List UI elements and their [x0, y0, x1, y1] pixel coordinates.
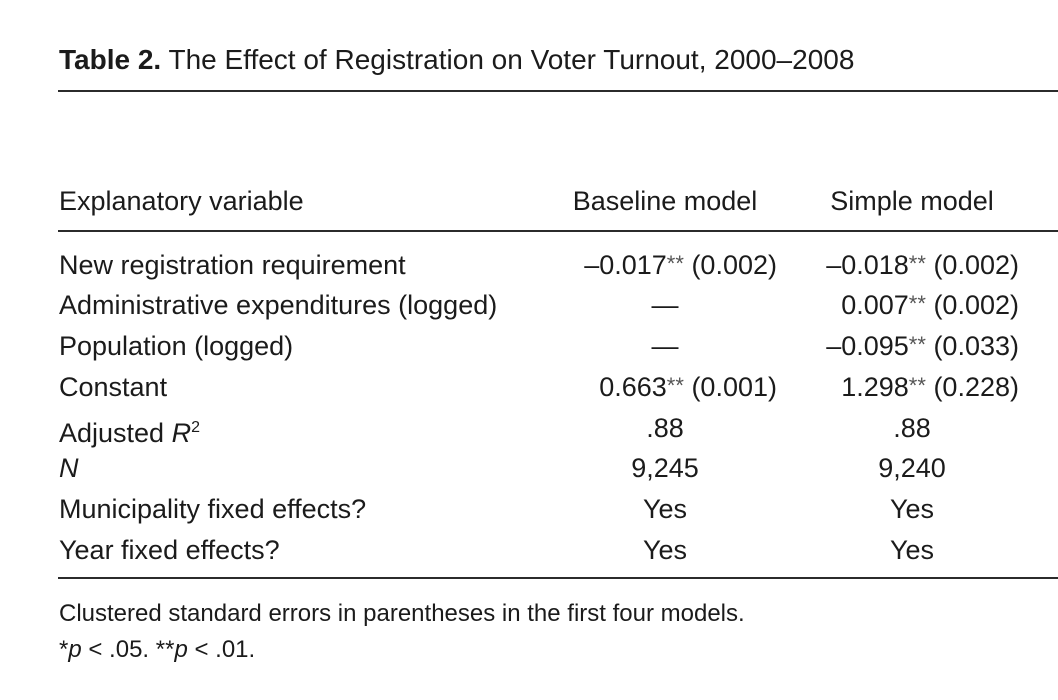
note-p-symbol-1: p: [68, 636, 82, 663]
table-cell: 9,245: [631, 453, 699, 483]
row-label-superscript: 2: [191, 419, 200, 436]
table-cell: Yes: [889, 494, 935, 524]
note-star-2: **: [155, 636, 175, 663]
table-cell: Yes: [889, 535, 935, 565]
std-error: (0.002): [933, 250, 1019, 280]
table-cell: Yes: [642, 494, 688, 524]
table-cell: 0.007** (0.002): [797, 285, 1019, 327]
significance-stars: **: [908, 373, 926, 398]
table-cell: Yes: [642, 535, 688, 565]
significance-stars: **: [908, 251, 926, 276]
table-cell: 1.298** (0.228): [797, 367, 1019, 409]
row-label-italic: R: [171, 418, 192, 448]
table-caption: The Effect of Registration on Voter Turn…: [168, 44, 855, 75]
std-error: (0.228): [933, 372, 1019, 402]
table-cell: –0.095** (0.033): [797, 326, 1019, 368]
row-label: N: [59, 453, 79, 483]
header-simple-model: Simple model: [830, 186, 994, 216]
row-label-text: Adjusted: [59, 418, 172, 448]
table-cell: 9,240: [878, 453, 946, 483]
header-baseline-model: Baseline model: [572, 186, 758, 216]
top-rule: [58, 90, 1058, 92]
note-threshold-2: < .01.: [187, 636, 256, 663]
significance-stars: **: [908, 291, 926, 316]
std-error: (0.033): [933, 331, 1019, 361]
row-label: Population (logged): [59, 331, 294, 361]
row-label: Administrative expenditures (logged): [59, 290, 498, 320]
note-p-symbol-2: p: [174, 636, 188, 663]
table-cell: –0.017** (0.002): [555, 245, 777, 287]
note-threshold-1: < .05.: [81, 636, 156, 663]
table-cell: —: [651, 290, 679, 320]
significance-stars: **: [666, 373, 684, 398]
bottom-rule: [58, 577, 1058, 579]
coef-value: 0.663: [599, 372, 667, 402]
coef-value: 1.298: [841, 372, 909, 402]
coef-value: –0.018: [826, 250, 909, 280]
header-explanatory-variable: Explanatory variable: [59, 186, 304, 216]
std-error: (0.002): [933, 290, 1019, 320]
table-note: Clustered standard errors in parentheses…: [59, 600, 745, 627]
row-label: Constant: [59, 372, 168, 402]
table-title: Table 2. The Effect of Registration on V…: [59, 38, 854, 82]
table-cell: –0.018** (0.002): [797, 245, 1019, 287]
row-label: Year fixed effects?: [59, 535, 280, 565]
table-cell: .88: [893, 413, 931, 443]
coef-value: –0.095: [826, 331, 909, 361]
table-cell: —: [651, 331, 679, 361]
coef-value: 0.007: [841, 290, 909, 320]
coef-value: –0.017: [584, 250, 667, 280]
significance-stars: **: [666, 251, 684, 276]
table-cell: .88: [646, 413, 684, 443]
table-label: Table 2.: [59, 44, 162, 75]
significance-note: *p < .05. **p < .01.: [59, 632, 255, 668]
std-error: (0.002): [691, 250, 777, 280]
std-error: (0.001): [691, 372, 777, 402]
significance-stars: **: [908, 332, 926, 357]
row-label: Adjusted R2: [59, 408, 200, 453]
table-cell: 0.663** (0.001): [555, 367, 777, 409]
row-label: New registration requirement: [59, 250, 406, 280]
row-label: Municipality fixed effects?: [59, 494, 367, 524]
header-rule: [58, 230, 1058, 232]
note-star-1: *: [59, 636, 69, 663]
